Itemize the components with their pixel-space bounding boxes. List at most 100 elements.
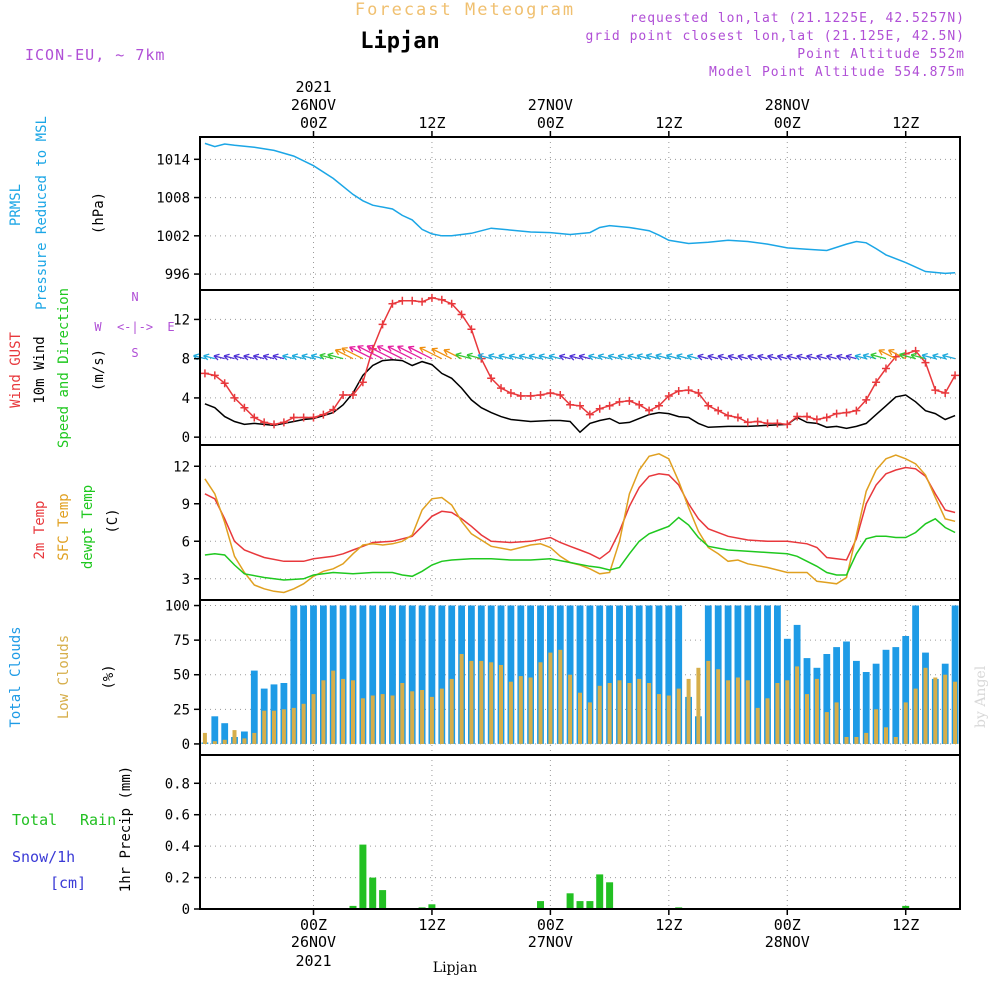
wind-gust-marker bbox=[803, 412, 812, 421]
y-tick-label: 0 bbox=[182, 902, 190, 918]
wind-gust-marker bbox=[881, 364, 890, 373]
wind-arrow bbox=[233, 355, 245, 360]
wind-arrow-head bbox=[921, 352, 928, 360]
low-cloud-bar bbox=[252, 732, 257, 744]
total-cloud-bar bbox=[517, 605, 525, 744]
compass-arrow: <-|-> bbox=[117, 320, 153, 334]
y-tick-label: 0.2 bbox=[165, 871, 190, 887]
wind-gust-marker bbox=[398, 296, 407, 305]
y-tick-label: 25 bbox=[173, 702, 190, 718]
wind-arrow bbox=[796, 355, 808, 360]
wind-gust-marker bbox=[941, 389, 950, 398]
low-cloud-bar bbox=[429, 696, 434, 744]
meteogram-title: Forecast Meteogram bbox=[355, 0, 575, 20]
low-cloud-bar bbox=[272, 710, 276, 744]
y-tick-label: 6 bbox=[182, 534, 190, 550]
total-cloud-bar bbox=[448, 605, 456, 744]
wind-arrow bbox=[508, 354, 521, 360]
low-cloud-bar bbox=[360, 698, 365, 744]
pressure-line bbox=[204, 142, 956, 275]
wind-gust-marker bbox=[556, 390, 565, 399]
y-tick-label: 12 bbox=[173, 459, 190, 475]
wind-arrow bbox=[301, 354, 314, 360]
total-cloud-bar bbox=[853, 660, 860, 744]
wind-arrow-head bbox=[878, 349, 885, 356]
wind-arrow-head bbox=[655, 352, 662, 360]
wind-arrow bbox=[455, 353, 472, 360]
total-cloud-bar bbox=[882, 649, 890, 744]
wind-gust-marker bbox=[447, 299, 456, 308]
wind-gust-marker bbox=[230, 393, 239, 402]
wind-gust-marker bbox=[733, 413, 742, 422]
wind-gust-marker bbox=[852, 406, 861, 415]
low-cloud-bar bbox=[212, 741, 217, 744]
total-cloud-bar bbox=[418, 605, 426, 744]
wind-arrow-head bbox=[558, 353, 566, 361]
wind-gust-marker bbox=[210, 371, 219, 380]
wind-gust-marker bbox=[200, 369, 209, 378]
wind-arrow bbox=[335, 349, 354, 360]
wind-arrow-head bbox=[262, 353, 270, 361]
wind-gust-marker bbox=[595, 404, 604, 413]
x-tick-label-top: 12Z bbox=[892, 114, 919, 132]
wind-arrow-head bbox=[588, 353, 595, 361]
wind-gust-marker bbox=[684, 386, 693, 395]
wind-gust-marker bbox=[585, 410, 594, 419]
wind-arrow bbox=[559, 355, 571, 360]
y-tick-label: 0.4 bbox=[165, 839, 190, 855]
wind-arrow-head bbox=[899, 352, 906, 360]
year-label-top: 2021 bbox=[295, 78, 331, 96]
wind-arrow bbox=[341, 347, 364, 360]
low-cloud-bar bbox=[449, 678, 454, 744]
wind-arrow bbox=[419, 347, 443, 360]
low-cloud-bar bbox=[607, 683, 612, 744]
wind-arrow bbox=[921, 354, 936, 360]
y-tick-label: 12 bbox=[173, 312, 190, 328]
precip-bar bbox=[359, 844, 367, 909]
y-tick-label: 0 bbox=[182, 737, 190, 753]
wind-gust-marker bbox=[457, 310, 466, 319]
wind-gust-marker bbox=[635, 400, 644, 409]
wind-arrow bbox=[397, 345, 423, 360]
wind-gust-marker bbox=[467, 325, 476, 334]
total-cloud-bar bbox=[951, 605, 959, 744]
wind-gust-marker bbox=[763, 419, 772, 428]
wind-arrow-head bbox=[617, 353, 624, 361]
low-cloud-bar bbox=[795, 666, 800, 744]
low-cloud-bar bbox=[627, 683, 632, 744]
low-cloud-bar bbox=[410, 691, 415, 744]
precip-bar bbox=[902, 905, 910, 909]
wind-arrow bbox=[655, 354, 669, 360]
low-cloud-bar bbox=[518, 676, 523, 744]
wind-arrow bbox=[292, 355, 304, 360]
x-date-label-top: 27NOV bbox=[528, 96, 573, 114]
y-tick-label: 4 bbox=[182, 391, 190, 407]
total-cloud-bar bbox=[754, 605, 762, 744]
wind-10m-label: 10m Wind bbox=[32, 336, 48, 403]
temp-sfc-line bbox=[204, 453, 956, 594]
wind-arrow bbox=[942, 354, 956, 360]
y-tick-label: 75 bbox=[173, 633, 190, 649]
wind-gust-marker bbox=[921, 358, 930, 367]
wind-arrow-head bbox=[291, 353, 299, 361]
total-cloud-bar bbox=[221, 723, 229, 744]
low-cloud-bar bbox=[568, 674, 573, 744]
y-tick-label: 1014 bbox=[156, 152, 190, 168]
wind-arrow-head bbox=[498, 353, 505, 361]
wind-arrow-head bbox=[845, 353, 852, 361]
wind-arrow-head bbox=[636, 353, 643, 361]
low-cloud-bar bbox=[903, 702, 908, 744]
x-tick-label-bottom: 12Z bbox=[892, 916, 919, 934]
wind-gust-marker bbox=[309, 413, 318, 422]
wind-arrow-head bbox=[826, 353, 833, 361]
closest-coords: grid point closest lon,lat (21.125E, 42.… bbox=[585, 29, 965, 44]
wind-gust-marker bbox=[832, 409, 841, 418]
wind-arrow bbox=[932, 354, 946, 360]
y-tick-label: 0 bbox=[182, 430, 190, 446]
wind-arrow-head bbox=[366, 344, 374, 352]
wind-arrow bbox=[538, 355, 551, 360]
wind-arrow bbox=[282, 355, 294, 360]
wind-gust-marker bbox=[526, 391, 535, 400]
x-tick-label-top: 00Z bbox=[774, 114, 801, 132]
wind-arrow-head bbox=[686, 353, 694, 361]
